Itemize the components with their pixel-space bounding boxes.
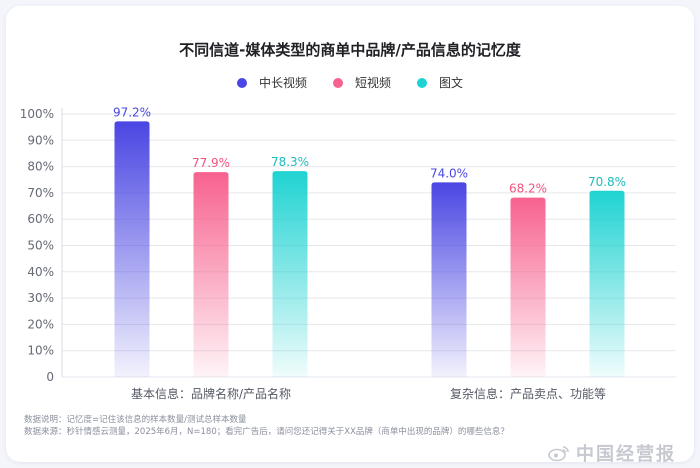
legend-item-series-2: 图文 bbox=[417, 74, 463, 91]
data-label: 97.2% bbox=[113, 105, 151, 119]
data-note-line-2: 数据来源：秒针情感云测量，2025年6月，N=180；看完广告后，请问您还记得关… bbox=[24, 427, 509, 437]
legend-label-series-0: 中长视频 bbox=[258, 76, 307, 90]
bar-series-0-category-0 bbox=[114, 121, 150, 377]
y-tick-label: 50% bbox=[27, 239, 54, 253]
y-tick-label: 0 bbox=[46, 370, 54, 384]
data-notes: 数据说明：记忆度=记住该信息的样本数量/测试总样本数量 数据来源：秒针情感云测量… bbox=[24, 414, 509, 438]
chart-title: 不同信道-媒体类型的商单中品牌/产品信息的记忆度 bbox=[179, 41, 521, 59]
y-tick-label: 80% bbox=[27, 160, 54, 174]
legend-item-series-1: 短视频 bbox=[332, 74, 391, 91]
legend-dot-series-2 bbox=[417, 77, 427, 88]
data-label: 68.2% bbox=[509, 182, 547, 196]
data-label: 74.0% bbox=[430, 166, 468, 180]
y-tick-label: 60% bbox=[27, 212, 54, 226]
bar-series-2-category-0 bbox=[272, 171, 308, 377]
y-tick-label: 40% bbox=[27, 265, 54, 279]
data-note-line-1: 数据说明：记忆度=记住该信息的样本数量/测试总样本数量 bbox=[24, 415, 247, 425]
chart-legend: 中长视频 短视频 图文 bbox=[0, 74, 700, 91]
legend-item-series-0: 中长视频 bbox=[236, 74, 307, 91]
bar-series-1-category-1 bbox=[510, 197, 546, 377]
data-label: 78.3% bbox=[271, 155, 309, 169]
watermark-text: 中国经营报 bbox=[576, 444, 676, 465]
y-tick-label: 20% bbox=[27, 317, 54, 331]
bar-series-0-category-1 bbox=[431, 182, 467, 377]
y-tick-label: 10% bbox=[27, 344, 54, 358]
data-label: 77.9% bbox=[192, 156, 230, 170]
legend-label-series-2: 图文 bbox=[439, 76, 464, 90]
y-tick-label: 100% bbox=[20, 107, 54, 121]
x-category-label: 基本信息：品牌名称/产品名称 bbox=[131, 386, 291, 401]
legend-dot-series-1 bbox=[332, 77, 343, 88]
legend-dot-series-0 bbox=[236, 77, 247, 88]
bar-series-1-category-0 bbox=[193, 172, 229, 377]
watermark: 中国经营报 bbox=[548, 440, 676, 466]
legend-label-series-1: 短视频 bbox=[354, 76, 391, 90]
x-category-label: 复杂信息：产品卖点、功能等 bbox=[450, 386, 606, 401]
weibo-icon bbox=[548, 446, 569, 462]
data-label: 70.8% bbox=[588, 175, 626, 189]
y-tick-label: 90% bbox=[27, 133, 54, 147]
bar-series-2-category-1 bbox=[589, 190, 625, 377]
y-tick-label: 70% bbox=[27, 186, 54, 200]
y-tick-label: 30% bbox=[27, 291, 54, 305]
